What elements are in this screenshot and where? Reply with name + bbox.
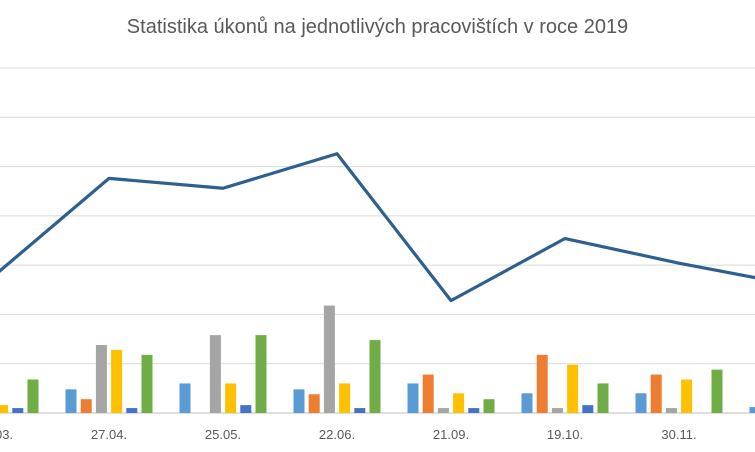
bar-series1-7 [749,407,755,413]
bar-series1-1 [65,389,77,413]
bar-series4-3 [339,383,351,413]
bar-series2-1 [80,399,92,413]
x-tick-label: 21.09. [433,427,469,442]
bar-series6-1 [141,354,153,413]
bar-series2-5 [536,354,548,413]
bar-series4-4 [453,393,465,413]
bar-series5-1 [126,408,138,413]
bar-series6-2 [255,335,267,413]
bar-series6-3 [369,340,381,413]
bar-series3-2 [209,335,221,413]
bar-series3-4 [437,408,449,413]
line-series [0,152,755,303]
bar-series6-6 [711,369,723,413]
bar-series6-0 [27,379,39,413]
bar-series4-5 [567,364,579,413]
bar-series5-3 [354,408,366,413]
x-tick-label: 22.06. [319,427,355,442]
bar-series6-5 [597,383,609,413]
bar-series4-0 [0,405,9,413]
bar-series3-6 [665,408,677,413]
bar-series1-5 [521,393,533,413]
bar-series1-2 [179,383,191,413]
x-tick-label: 19.10. [547,427,583,442]
bar-series4-6 [681,379,693,413]
bar-series4-1 [111,349,123,413]
bar-series5-0 [12,408,24,413]
x-tick-label: 23.03. [0,427,13,442]
x-axis-tick-labels: 23.03. 27.04. 25.05. 22.06. 21.09. 19.10. 30.1… [0,427,697,442]
line-series-1 [0,152,755,303]
bar-series [0,305,755,413]
bar-series2-6 [650,374,662,413]
bar-series3-5 [551,408,563,413]
bar-series5-5 [582,405,594,413]
bar-series3-1 [95,344,107,413]
bar-series5-2 [240,405,252,413]
bar-series1-3 [293,389,305,413]
bar-series3-3 [323,305,335,413]
chart-title: Statistika úkonů na jednotlivých pracovi… [126,16,629,38]
x-tick-label: 30.11. [661,427,696,442]
bar-series6-4 [483,399,495,413]
bar-series1-6 [635,393,647,413]
bar-series4-2 [225,383,237,413]
bar-series2-3 [308,394,320,413]
bar-series2-4 [422,374,434,413]
bar-series5-4 [468,408,480,413]
x-tick-label: 27.04. [91,427,127,442]
x-tick-label: 25.05. [205,427,241,442]
bar-series1-4 [407,383,419,413]
